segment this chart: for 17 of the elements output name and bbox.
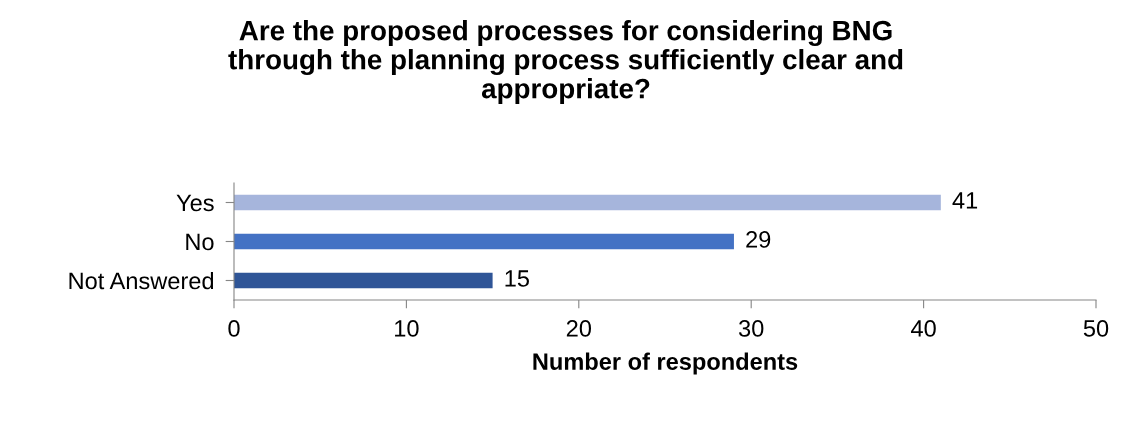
data-label: 29 [746,231,771,248]
bar [234,272,493,289]
chart-title: Are the proposed processes for considering BNG through the planning process sufficiently clear and appropriate? [228,20,903,104]
x-tick-label: 20 [566,320,592,337]
x-tick-label: 0 [228,320,240,337]
x-tick-label: 50 [1083,320,1109,337]
bar [234,194,941,211]
data-label: 41 [952,192,978,209]
y-tick-label: Yes [176,194,214,212]
y-tick-label: Not Answered [69,271,214,290]
data-label: 15 [505,270,529,287]
x-axis-title: Number of respondents [533,352,798,375]
y-tick-label: No [186,233,214,251]
x-tick-label: 10 [395,320,419,337]
x-tick-label: 30 [738,320,764,337]
bar [234,233,734,250]
x-tick-label: 40 [911,320,936,337]
